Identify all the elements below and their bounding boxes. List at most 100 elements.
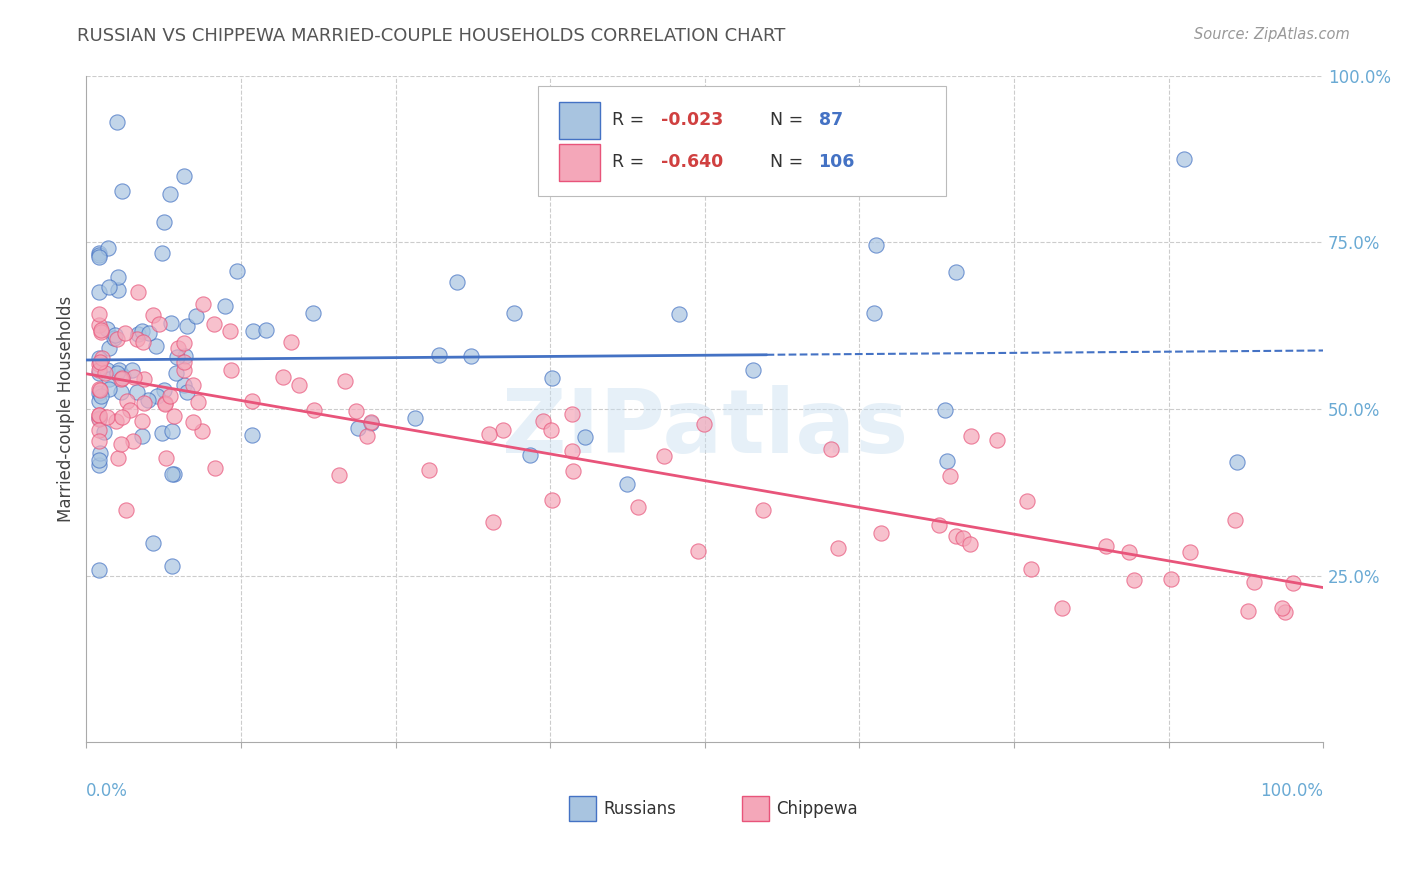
Point: [271, 370, 294, 384]
Point: [98, 280, 121, 294]
Point: [163, 467, 186, 482]
Point: [302, 306, 325, 320]
Point: [93, 367, 115, 381]
Point: [288, 378, 311, 392]
Point: [945, 265, 967, 279]
Point: [162, 559, 184, 574]
Point: [98, 382, 121, 396]
Point: [105, 115, 128, 129]
Point: [870, 526, 893, 541]
Point: [103, 331, 125, 345]
Point: [1243, 575, 1265, 590]
Point: [108, 363, 131, 377]
Text: Chippewa: Chippewa: [776, 800, 858, 818]
Point: [125, 385, 148, 400]
Point: [96, 363, 118, 377]
Bar: [742, 796, 769, 822]
Point: [1236, 604, 1258, 618]
Point: [114, 326, 136, 340]
Point: [482, 516, 505, 530]
Point: [97, 341, 120, 355]
Point: [1178, 544, 1201, 558]
Point: [111, 371, 134, 385]
Point: [122, 434, 145, 449]
Point: [160, 424, 183, 438]
Point: [347, 420, 370, 434]
Point: [219, 324, 242, 338]
Point: [519, 448, 541, 462]
Point: [191, 424, 214, 438]
Point: [159, 389, 181, 403]
Point: [132, 335, 155, 350]
Point: [162, 409, 184, 424]
Point: [1123, 573, 1146, 587]
Point: [214, 299, 236, 313]
Point: [173, 169, 195, 183]
Point: [121, 363, 143, 377]
Point: [187, 395, 209, 409]
Text: ZIPatlas: ZIPatlas: [502, 385, 908, 473]
Point: [427, 348, 450, 362]
Point: [1019, 562, 1042, 576]
Point: [105, 333, 128, 347]
Point: [145, 339, 167, 353]
Bar: [558, 145, 599, 181]
Point: [112, 369, 135, 384]
Point: [176, 318, 198, 333]
FancyBboxPatch shape: [537, 86, 946, 195]
Point: [110, 385, 132, 400]
Point: [110, 437, 132, 451]
Point: [1015, 494, 1038, 508]
Point: [928, 518, 950, 533]
Point: [184, 309, 207, 323]
Point: [446, 275, 468, 289]
Point: [1173, 153, 1195, 167]
Point: [686, 544, 709, 558]
Point: [574, 430, 596, 444]
Point: [173, 336, 195, 351]
Point: [87, 452, 110, 467]
Point: [87, 563, 110, 577]
Point: [159, 316, 181, 330]
Point: [173, 378, 195, 392]
Point: [87, 408, 110, 422]
Point: [97, 241, 120, 255]
Point: [87, 357, 110, 371]
Point: [87, 458, 110, 472]
Point: [96, 410, 118, 425]
Point: [152, 383, 174, 397]
Point: [87, 285, 110, 299]
Point: [87, 434, 110, 448]
Point: [87, 351, 110, 365]
Point: [531, 414, 554, 428]
Point: [173, 354, 195, 368]
Point: [118, 402, 141, 417]
Point: [959, 537, 981, 551]
Text: N =: N =: [770, 111, 808, 128]
Point: [173, 363, 195, 377]
Point: [138, 326, 160, 340]
Point: [87, 366, 110, 380]
Point: [356, 429, 378, 443]
Point: [863, 306, 886, 320]
Text: RUSSIAN VS CHIPPEWA MARRIED-COUPLE HOUSEHOLDS CORRELATION CHART: RUSSIAN VS CHIPPEWA MARRIED-COUPLE HOUSE…: [77, 27, 786, 45]
Point: [240, 393, 263, 408]
Point: [87, 411, 110, 425]
Point: [404, 411, 426, 425]
Point: [491, 423, 513, 437]
Point: [153, 395, 176, 409]
Point: [87, 363, 110, 377]
Point: [1274, 605, 1296, 619]
Point: [242, 325, 264, 339]
Point: [952, 531, 974, 545]
Point: [155, 451, 177, 466]
Point: [136, 392, 159, 407]
Point: [98, 372, 121, 386]
Point: [1160, 572, 1182, 586]
Point: [134, 395, 156, 409]
Point: [960, 429, 983, 443]
Point: [114, 503, 136, 517]
Text: -0.640: -0.640: [661, 153, 724, 171]
Point: [167, 341, 190, 355]
Point: [159, 187, 181, 202]
